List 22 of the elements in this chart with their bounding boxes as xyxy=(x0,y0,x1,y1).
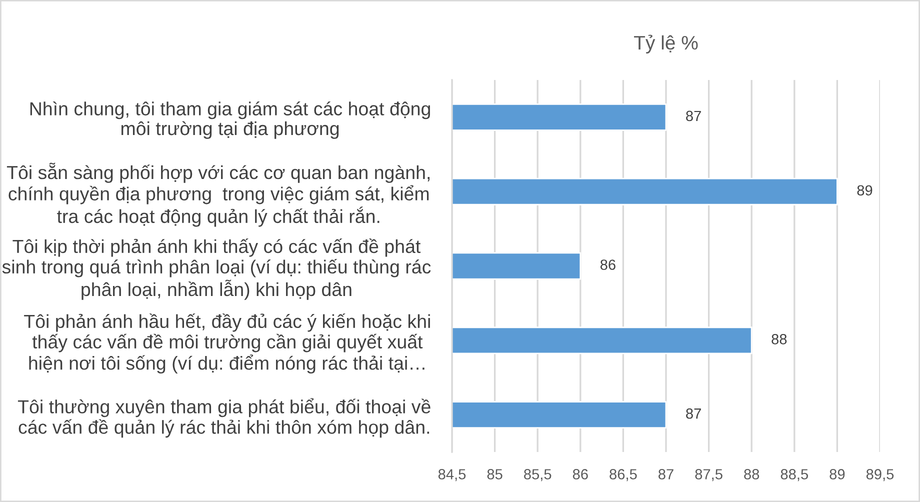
x-tick-label: 86,5 xyxy=(610,469,637,482)
x-tick-label: 87,5 xyxy=(695,469,722,482)
data-label: 87 xyxy=(686,408,701,419)
chart-title: Tỷ lệ % xyxy=(634,34,698,54)
x-tick-label: 88,5 xyxy=(780,469,808,482)
x-tick-label: 85 xyxy=(487,469,502,480)
data-label: 87 xyxy=(686,110,701,122)
y-tick-label: Tôi kịp thời phản ánh khi thấy có các vấn đề phát sinh trong quá trình phân loại (ví dụ: thiếu thùng rác phân loại, nhầm lẫn) khi họp dân xyxy=(2,238,431,300)
x-tick-label: 84,5 xyxy=(438,469,466,482)
y-tick-label: Nhìn chung, tôi tham gia giám sát các hoạt động môi trường tại địa phương xyxy=(30,101,430,139)
y-tick-label: Tôi sẵn sàng phối hợp với các cơ quan ban ngành, chính quyền địa phương trong việc giám sát, kiểm tra các hoạt động quản lý chất thải rắn. xyxy=(6,162,430,227)
data-label: 89 xyxy=(857,185,872,196)
x-tick-label: 89,5 xyxy=(866,469,894,482)
x-tick-label: 89 xyxy=(830,469,845,480)
x-tick-label: 88 xyxy=(744,469,760,480)
y-tick-label: Tôi phản ánh hầu hết, đầy đủ các ý kiến hoặc khi thấy các vấn đề môi trường cần giải quyết xuất hiện nơi tôi sống (ví dụ: điểm nóng rác thải tại… xyxy=(24,313,430,374)
data-label: 86 xyxy=(600,260,616,270)
y-tick-label: Tôi thường xuyên tham gia phát biểu, đối thoại về các vấn đề quản lý rác thải khi thôn xóm họp dân. xyxy=(18,398,430,438)
x-tick-label: 87 xyxy=(658,469,674,480)
x-tick-label: 85,5 xyxy=(524,469,552,482)
x-tick-label: 86 xyxy=(572,469,588,480)
data-label: 88 xyxy=(772,334,787,344)
